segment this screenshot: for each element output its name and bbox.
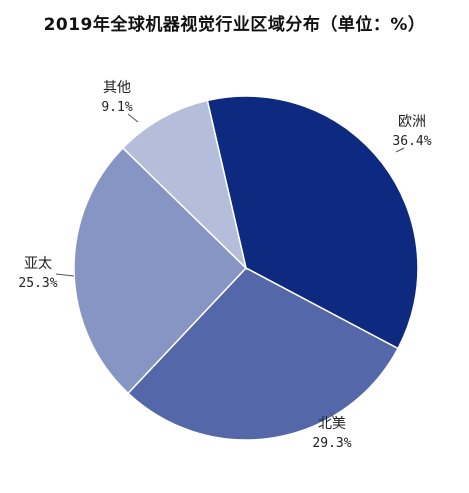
slice-value-0: 36.4% [392,134,431,149]
slice-label-3: 其他 [103,80,131,96]
pie-slice-2 [73,146,248,395]
slice-label-2: 亚太 [24,256,52,272]
pie-slice-0 [206,95,419,350]
leader-line-2 [55,273,75,277]
slice-value-3: 9.1% [101,100,132,115]
pie-slices [73,95,419,441]
slice-label-1: 北美 [318,416,346,432]
chart-title: 2019年全球机器视觉行业区域分布（单位：%） [43,15,426,35]
slice-label-0: 欧洲 [398,114,426,130]
leader-line-0 [395,147,405,153]
pie-labels: 欧洲 36.4% 北美 29.3% 亚太 25.3% 其他 9.1% [18,80,431,451]
slice-value-1: 29.3% [312,436,351,451]
pie-slice-1 [127,267,400,441]
slice-value-2: 25.3% [18,276,57,291]
leader-line-3 [127,113,139,123]
leader-line-1 [329,411,336,421]
pie-slice-3 [121,99,248,271]
